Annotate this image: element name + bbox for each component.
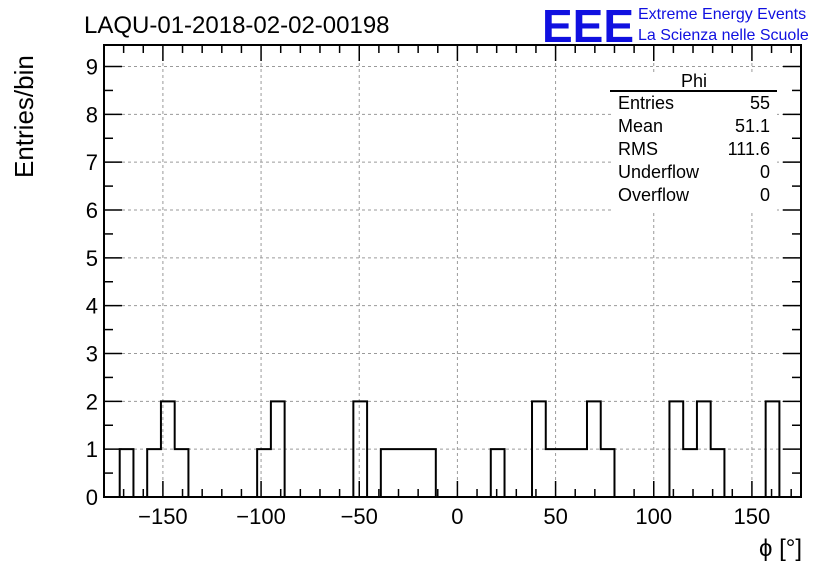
y-tick-label: 9	[86, 55, 98, 80]
grid-lines	[104, 45, 801, 497]
y-tick-label: 4	[86, 294, 98, 319]
x-tick-label: −150	[138, 504, 188, 529]
x-tick-label: −100	[236, 504, 286, 529]
histogram-bin	[120, 449, 134, 497]
histogram-bin	[422, 449, 436, 497]
stats-row-label: Overflow	[618, 185, 690, 205]
y-tick-label: 5	[86, 246, 98, 271]
x-tick-label: 150	[734, 504, 771, 529]
y-tick-label: 2	[86, 389, 98, 414]
y-tick-label: 0	[86, 485, 98, 510]
stats-rows: Entries 55 Mean 51.1 RMS 111.6 Underflow 0 Overf…	[618, 93, 770, 205]
histogram-bin	[601, 449, 615, 497]
y-axis-label: Entries/bin	[9, 55, 39, 178]
histogram-bin	[560, 449, 574, 497]
histogram-bin	[683, 449, 697, 497]
x-tick-label: 0	[451, 504, 463, 529]
stats-row-label: RMS	[618, 139, 658, 159]
histogram-bin	[257, 449, 271, 497]
x-axis-label: ϕ [°]	[759, 535, 802, 562]
stats-row-label: Underflow	[618, 162, 700, 182]
tick-labels: −150 −100 −50 0 50 100 150 0 1 2 3 4 5 6 7 8 9	[86, 55, 771, 529]
stats-row-value: 0	[760, 185, 770, 205]
y-tick-label: 6	[86, 198, 98, 223]
x-tick-label: 100	[635, 504, 672, 529]
logo-line1: Extreme Energy Events	[638, 6, 806, 23]
y-tick-label: 8	[86, 102, 98, 127]
histogram-bin	[395, 449, 409, 497]
logo-mark: EEE	[542, 0, 634, 52]
x-tick-label: −50	[341, 504, 378, 529]
histogram-bin	[408, 449, 422, 497]
histogram-bin	[491, 449, 505, 497]
stats-row-value: 51.1	[735, 116, 770, 136]
stats-row-value: 0	[760, 162, 770, 182]
plot-frame	[103, 44, 802, 498]
chart-title: LAQU-01-2018-02-02-00198	[84, 12, 390, 39]
histogram-bin	[546, 449, 560, 497]
stats-box: Phi Entries 55 Mean 51.1 RMS 111.6 Underflow 0 O…	[610, 71, 777, 212]
stats-row-value: 111.6	[728, 139, 770, 159]
y-tick-label: 7	[86, 150, 98, 175]
axis-ticks	[104, 45, 801, 498]
logo: EEE Extreme Energy Events La Scienza nel…	[542, 0, 809, 52]
stats-title: Phi	[681, 71, 707, 91]
stats-row-label: Entries	[618, 93, 674, 113]
logo-line2: La Scienza nelle Scuole	[638, 27, 809, 44]
x-tick-label: 50	[543, 504, 567, 529]
histogram-bin	[381, 449, 395, 497]
stats-row-label: Mean	[618, 116, 663, 136]
y-tick-label: 1	[86, 437, 98, 462]
histogram-bin	[353, 401, 367, 497]
y-tick-label: 3	[86, 342, 98, 367]
histogram-bin	[175, 449, 189, 497]
stats-box-background	[612, 72, 777, 212]
histogram-bin	[147, 449, 161, 497]
stats-row-value: 55	[750, 93, 770, 113]
